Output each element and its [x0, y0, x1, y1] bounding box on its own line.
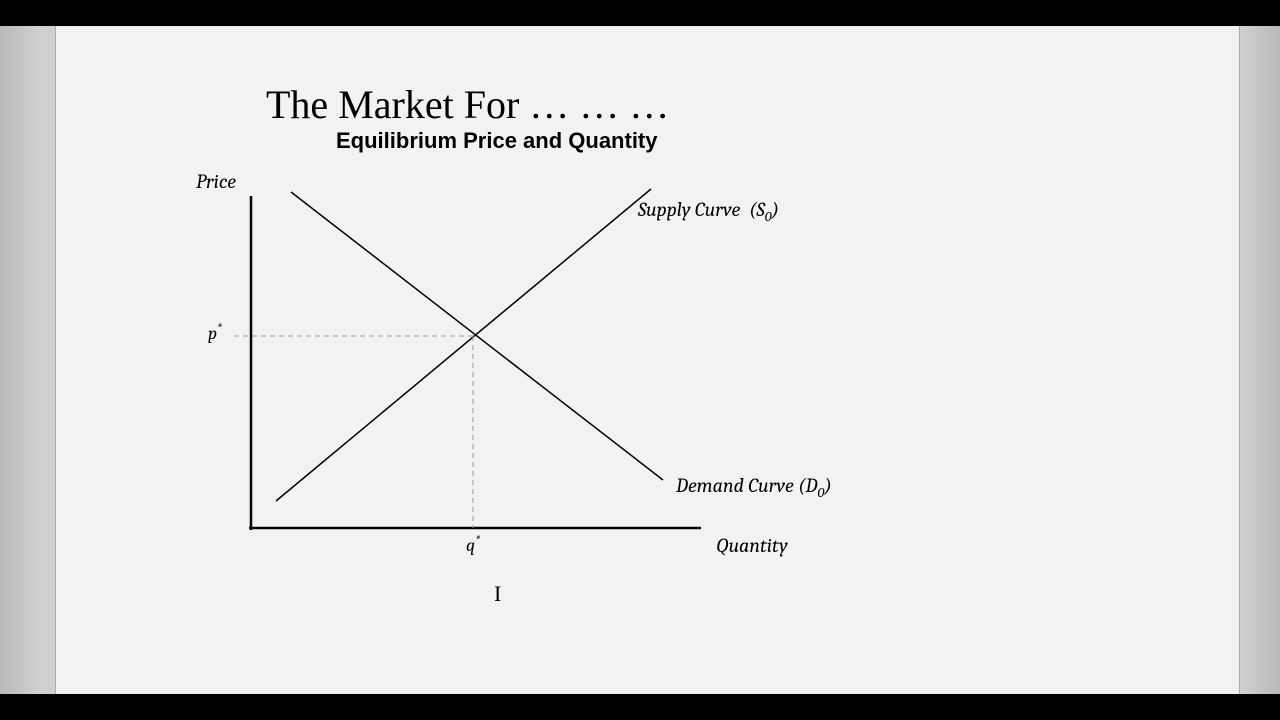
document-page: The Market For … … … Equilibrium Price a…	[55, 26, 1240, 694]
q-sup: *	[475, 534, 480, 548]
y-axis-label: Price	[196, 170, 236, 193]
supply-symbol: S	[757, 198, 765, 221]
demand-symbol: D	[806, 474, 818, 497]
demand-label-text: Demand Curve	[676, 474, 794, 497]
supply-curve-line	[276, 189, 651, 501]
p-base: p	[208, 323, 217, 344]
supply-demand-chart	[56, 26, 1241, 694]
q-base: q	[466, 535, 475, 556]
supply-curve-label: Supply Curve (S0)	[638, 198, 779, 225]
x-axis-label: Quantity	[716, 534, 788, 557]
text-cursor-icon: I	[494, 581, 501, 607]
supply-label-text: Supply Curve	[638, 198, 740, 221]
supply-symbol-sub: 0	[765, 208, 772, 225]
demand-symbol-sub: 0	[817, 484, 824, 501]
letterbox-bottom	[0, 694, 1280, 720]
equilibrium-price-label: p*	[208, 322, 222, 344]
p-sup: *	[217, 322, 222, 336]
demand-curve-label: Demand Curve (D0)	[676, 474, 832, 501]
equilibrium-quantity-label: q*	[466, 534, 480, 556]
desktop-gray-area: The Market For … … … Equilibrium Price a…	[0, 26, 1280, 694]
letterbox-top	[0, 0, 1280, 26]
